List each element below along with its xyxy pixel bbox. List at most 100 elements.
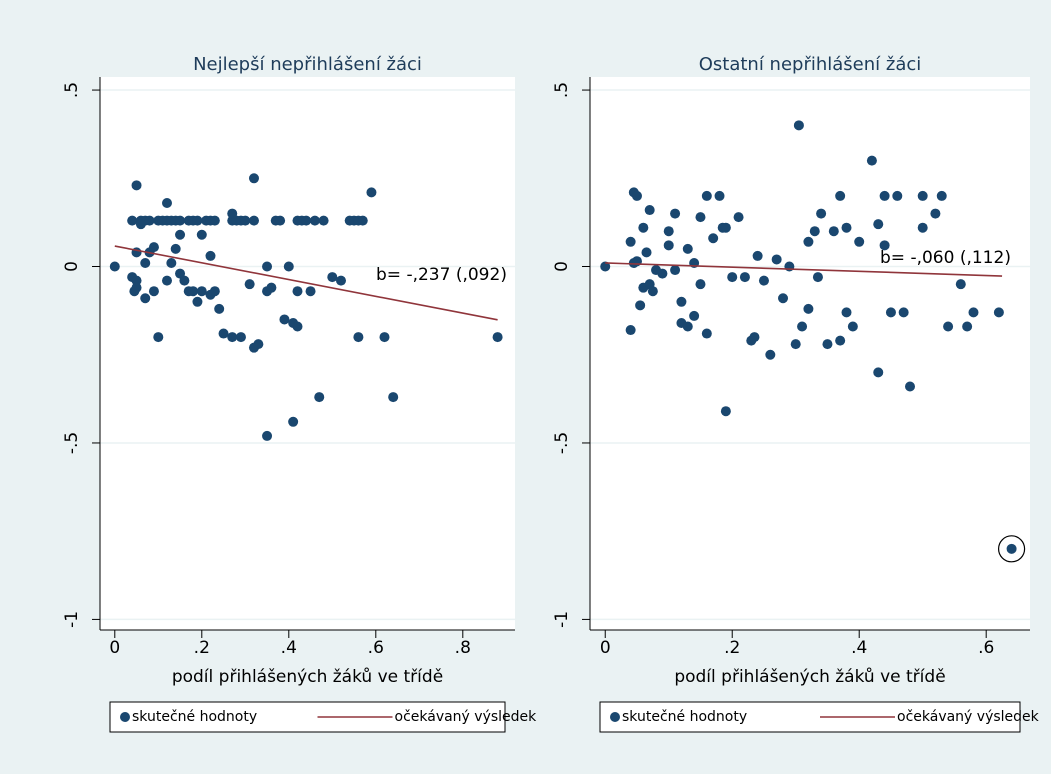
x-tick-label: .2: [194, 638, 210, 658]
point: [917, 222, 928, 233]
legend-marker: [120, 712, 130, 722]
point: [161, 197, 172, 208]
point: [955, 279, 966, 290]
point: [196, 286, 207, 297]
fit-line: [114, 245, 498, 321]
point: [682, 321, 693, 332]
point: [209, 215, 220, 226]
plot-area: [100, 77, 515, 630]
y-tick-label: 0: [62, 261, 82, 272]
legend-label: skutečné hodnoty: [622, 709, 747, 725]
point: [170, 243, 181, 254]
point: [262, 430, 273, 441]
point: [993, 307, 1004, 318]
x-tick-label: .8: [455, 638, 471, 658]
point: [797, 321, 808, 332]
x-tick-label: .4: [281, 638, 297, 658]
point: [714, 190, 725, 201]
point: [235, 332, 246, 343]
point: [635, 300, 646, 311]
point: [892, 190, 903, 201]
fit-line: [605, 262, 1003, 277]
point: [600, 261, 611, 272]
point: [708, 233, 719, 244]
point: [790, 339, 801, 350]
point: [879, 190, 890, 201]
point: [196, 229, 207, 240]
point: [492, 332, 503, 343]
point: [179, 275, 190, 286]
point: [166, 257, 177, 268]
y-tick-label: .5: [62, 82, 82, 98]
point: [641, 247, 652, 258]
point: [288, 416, 299, 427]
x-tick-label: .2: [724, 638, 740, 658]
legend-label: očekávaný výsledek: [897, 709, 1040, 725]
point: [188, 286, 199, 297]
x-tick-label: .4: [851, 638, 867, 658]
point: [309, 215, 320, 226]
point: [357, 215, 368, 226]
point: [695, 279, 706, 290]
point: [720, 406, 731, 417]
point: [943, 321, 954, 332]
point: [192, 296, 203, 307]
point: [930, 208, 941, 219]
point: [873, 219, 884, 230]
point: [275, 215, 286, 226]
point: [248, 173, 259, 184]
point: [292, 286, 303, 297]
point: [803, 303, 814, 314]
plot-area: [590, 77, 1030, 630]
point: [131, 275, 142, 286]
point: [682, 243, 693, 254]
legend-marker: [610, 712, 620, 722]
point: [301, 215, 312, 226]
point: [765, 349, 776, 360]
point: [305, 286, 316, 297]
point: [841, 222, 852, 233]
legend-box: [109, 701, 506, 733]
point: [670, 208, 681, 219]
y-tick-label: -1: [552, 611, 572, 628]
point: [644, 205, 655, 216]
point: [727, 272, 738, 283]
point: [701, 328, 712, 339]
point: [657, 268, 668, 279]
point: [835, 335, 846, 346]
x-tick-label: 0: [109, 638, 120, 658]
point: [733, 212, 744, 223]
point: [885, 307, 896, 318]
point: [209, 286, 220, 297]
point: [283, 261, 294, 272]
x-tick-label: .6: [978, 638, 994, 658]
x-axis-label: podíl přihlášených žáků ve třídě: [674, 667, 945, 687]
point: [227, 208, 238, 219]
y-tick-label: -1: [62, 611, 82, 628]
point: [366, 187, 377, 198]
point: [253, 339, 264, 350]
point: [148, 242, 159, 253]
point: [175, 229, 186, 240]
highlight-ring: [997, 535, 1026, 563]
point: [816, 208, 827, 219]
point: [784, 261, 795, 272]
point: [1006, 543, 1017, 554]
point: [148, 286, 159, 297]
point: [793, 120, 804, 131]
point: [625, 236, 636, 247]
point: [144, 215, 155, 226]
point: [327, 272, 338, 283]
point: [689, 310, 700, 321]
point: [847, 321, 858, 332]
point: [292, 321, 303, 332]
point: [353, 332, 364, 343]
point: [854, 236, 865, 247]
point: [335, 275, 346, 286]
point: [135, 219, 146, 230]
legend-label: očekávaný výsledek: [395, 709, 538, 725]
point: [214, 303, 225, 314]
point: [631, 190, 642, 201]
chart-title: Ostatní nepřihlášení žáci: [699, 54, 922, 75]
y-tick-label: 0: [552, 261, 572, 272]
